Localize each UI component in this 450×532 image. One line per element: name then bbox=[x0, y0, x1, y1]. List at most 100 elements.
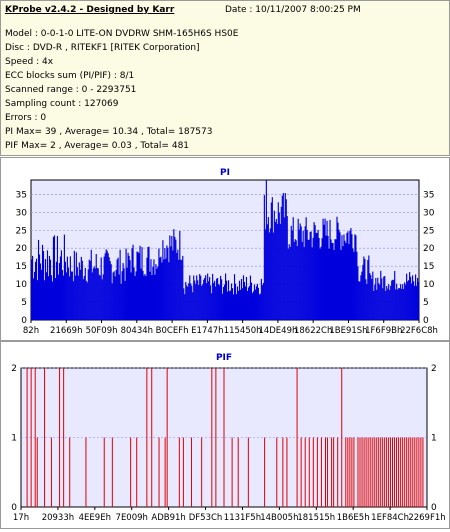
pi-bar bbox=[101, 279, 103, 320]
pi-bar bbox=[63, 234, 65, 320]
pi-bar bbox=[187, 286, 189, 320]
pi-bar bbox=[177, 249, 179, 320]
pi-bar bbox=[311, 247, 313, 320]
pi-bar bbox=[51, 281, 54, 320]
pi-bar bbox=[92, 268, 94, 320]
pi-bar bbox=[80, 256, 82, 320]
pi-bar bbox=[67, 267, 69, 320]
pi-bar bbox=[290, 225, 292, 320]
pi-bar bbox=[339, 232, 341, 320]
pi-bar bbox=[147, 247, 149, 320]
pi-y-tick-right: 10 bbox=[423, 280, 435, 290]
pi-bar bbox=[33, 271, 36, 320]
pi-bar bbox=[182, 255, 184, 320]
pi-y-tick-left: 0 bbox=[21, 316, 27, 326]
pi-bar bbox=[274, 221, 276, 320]
pi-bar bbox=[102, 274, 104, 320]
pi-bar bbox=[185, 281, 187, 320]
pi-bar bbox=[93, 266, 95, 320]
pi-bar bbox=[143, 275, 145, 320]
pi-bar bbox=[244, 286, 247, 320]
pi-bar bbox=[139, 245, 141, 320]
pi-bar bbox=[107, 253, 109, 320]
pi-bar bbox=[34, 261, 37, 320]
pi-bar bbox=[90, 249, 92, 320]
pi-bar bbox=[57, 274, 60, 320]
pi-bar bbox=[377, 277, 379, 320]
pi-bar bbox=[165, 258, 167, 320]
pi-bar bbox=[396, 283, 398, 320]
pi-bar bbox=[269, 228, 271, 320]
pi-bar bbox=[145, 276, 147, 320]
pi-bar bbox=[344, 240, 346, 320]
pi-bar bbox=[167, 247, 169, 320]
pi-bar bbox=[42, 251, 45, 320]
pi-bar bbox=[404, 282, 406, 320]
pi-bar bbox=[326, 220, 328, 320]
pi-bar bbox=[70, 271, 72, 320]
pi-bar bbox=[196, 275, 198, 320]
pi-bar bbox=[373, 290, 375, 320]
pi-bar bbox=[302, 230, 304, 320]
pi-bar bbox=[96, 267, 98, 320]
pi-bar bbox=[239, 289, 242, 320]
pi-bar bbox=[383, 276, 385, 320]
pi-x-tick-label: 22F6C8h bbox=[400, 326, 438, 336]
pi-bar bbox=[226, 291, 229, 320]
pi-bar bbox=[402, 284, 404, 320]
pi-bar bbox=[271, 197, 273, 320]
pi-bar bbox=[55, 261, 58, 320]
pi-bar bbox=[203, 279, 205, 320]
pi-bar bbox=[263, 195, 265, 320]
pi-bar bbox=[232, 294, 235, 320]
pi-bar bbox=[209, 277, 211, 320]
pi-bar bbox=[202, 284, 204, 320]
pi-bar bbox=[230, 283, 233, 320]
pi-bar bbox=[91, 272, 93, 320]
pi-bar bbox=[320, 246, 322, 320]
pi-y-tick-right: 5 bbox=[423, 298, 429, 308]
pi-bar bbox=[347, 231, 349, 320]
info-disc: Disc : DVD-R , RITEKF1 [RITEK Corporatio… bbox=[5, 43, 200, 53]
pi-bar bbox=[94, 268, 96, 320]
pi-bar bbox=[332, 243, 334, 320]
pif-chart-panel: PIF 0 0 1 1 2 2 17h 20933h 4EE9Eh 7E009h ADB91h DF53… bbox=[0, 341, 450, 529]
pi-bar bbox=[375, 278, 377, 320]
pi-bar bbox=[118, 274, 120, 320]
pi-bar bbox=[249, 275, 252, 320]
pif-chart: PIF 0 0 1 1 2 2 17h 20933h 4EE9Eh 7E009h ADB91h DF53… bbox=[11, 353, 445, 523]
pi-bar bbox=[399, 288, 401, 320]
pi-bar bbox=[168, 262, 170, 320]
pi-bar bbox=[197, 280, 199, 320]
pi-bar bbox=[88, 259, 90, 320]
pi-bar bbox=[218, 284, 220, 320]
pi-bar bbox=[291, 230, 293, 320]
pi-bar bbox=[231, 288, 234, 320]
pi-bar bbox=[243, 281, 246, 320]
pi-bar bbox=[113, 271, 115, 320]
pi-bar bbox=[153, 259, 155, 320]
pi-bar bbox=[318, 238, 320, 320]
pi-bar bbox=[79, 269, 81, 320]
pi-bar bbox=[251, 293, 254, 320]
pi-bar bbox=[164, 248, 166, 320]
pi-bar bbox=[392, 279, 394, 320]
pi-bar bbox=[49, 259, 52, 320]
pi-y-tick-right: 25 bbox=[423, 226, 434, 236]
pi-bar bbox=[142, 270, 144, 320]
pi-bar bbox=[72, 281, 74, 320]
pi-y-tick-left: 25 bbox=[16, 226, 27, 236]
pi-bar bbox=[215, 286, 217, 320]
pi-bar bbox=[58, 263, 61, 320]
pi-bar bbox=[360, 275, 362, 320]
pi-bar bbox=[132, 244, 134, 320]
pi-bar bbox=[179, 230, 181, 320]
pi-bar bbox=[391, 280, 393, 320]
pi-bar bbox=[393, 279, 395, 320]
pi-bar bbox=[305, 217, 307, 320]
pi-bar bbox=[275, 218, 277, 320]
pi-x-tick-label: B0CEFh bbox=[156, 326, 189, 336]
pi-bar bbox=[98, 274, 100, 320]
info-pif-summary: PIF Max= 2 , Average= 0.03 , Total= 481 bbox=[5, 141, 190, 151]
pi-bar bbox=[395, 289, 397, 320]
